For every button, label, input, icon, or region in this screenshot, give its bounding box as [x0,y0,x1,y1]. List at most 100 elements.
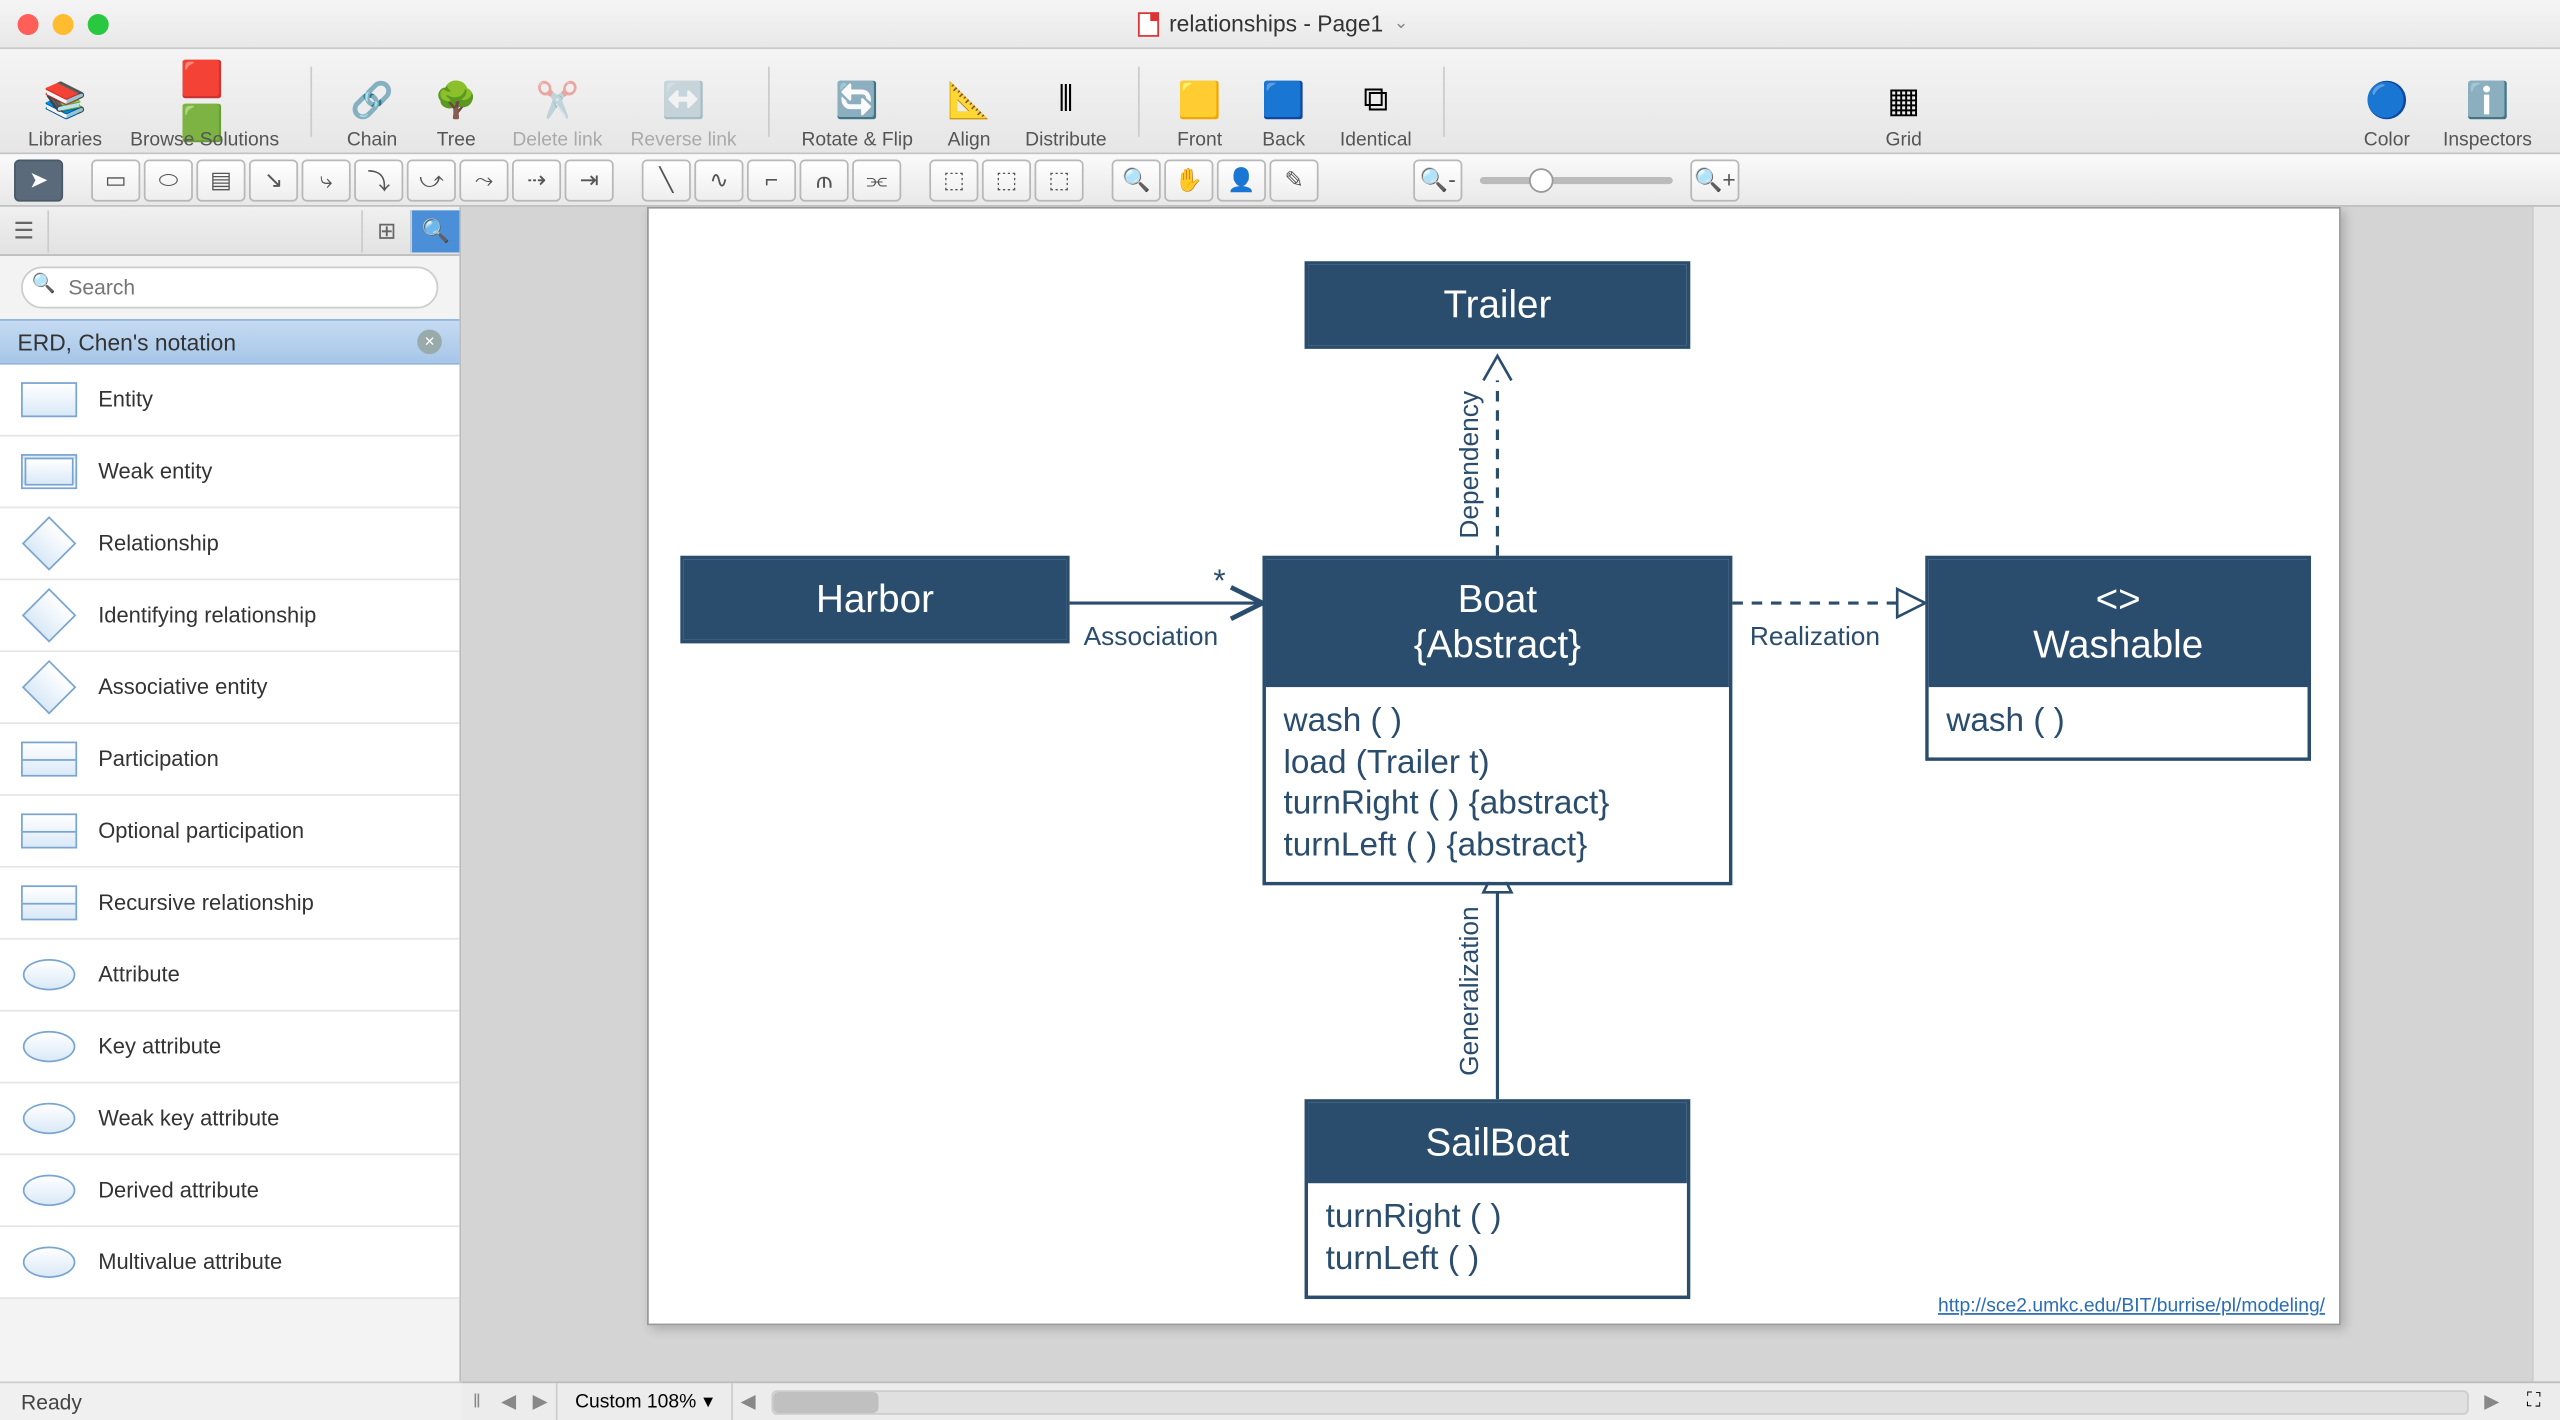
uml-boat[interactable]: Boat{Abstract}wash ( )load (Trailer t)tu… [1262,556,1732,885]
library-item-label: Associative entity [98,675,267,700]
align-button[interactable]: 📐Align [930,52,1007,150]
tools-toolbar: ➤ ▭ ⬭ ▤ ↘ ⤷ ⤵ ⤻ ⤳ ⇢ ⇥ ╲ ∿ ⌐ ⫙ ⫘ ⬚ ⬚ ⬚ 🔍 … [0,154,2560,207]
rotate-flip-button[interactable]: 🔄Rotate & Flip [791,52,924,150]
library-item-label: Multivalue attribute [98,1250,282,1275]
credit-link[interactable]: http://sce2.umkc.edu/BIT/burrise/pl/mode… [1938,1296,2325,1317]
title-dropdown-icon[interactable]: ⌄ [1394,14,1409,33]
minimize-window-button[interactable] [53,13,74,34]
grid-button[interactable]: ▦Grid [1865,52,1942,150]
library-item[interactable]: Multivalue attribute [0,1227,459,1299]
uml-washable[interactable]: <>Washablewash ( ) [1925,556,2311,760]
page-next-icon[interactable]: ▶ [524,1386,556,1418]
uml-methods: wash ( ) [1929,687,2308,757]
eyedropper-tool[interactable]: ✎ [1269,159,1318,201]
zoom-in-button[interactable]: 🔍+ [1690,159,1739,201]
line-tool-2[interactable]: ∿ [694,159,743,201]
line-tool-1[interactable]: ╲ [642,159,691,201]
crop-tool[interactable]: 👤 [1217,159,1266,201]
connector-tool-7[interactable]: ⇥ [565,159,614,201]
side-view-grid-icon[interactable]: ⊞ [361,209,410,251]
uml-sailboat[interactable]: SailBoatturnRight ( )turnLeft ( ) [1305,1099,1691,1299]
main-toolbar: 📚Libraries 🟥🟩Browse Solutions 🔗Chain 🌳Tr… [0,49,2560,154]
text-tool[interactable]: ▤ [196,159,245,201]
edit-tool-1[interactable]: ⬚ [929,159,978,201]
front-button[interactable]: 🟨Front [1161,52,1238,150]
edit-tool-2[interactable]: ⬚ [982,159,1031,201]
line-tool-4[interactable]: ⫙ [800,159,849,201]
library-item[interactable]: Weak entity [0,437,459,509]
library-item[interactable]: Attribute [0,940,459,1012]
page-pause-icon[interactable]: ‖ [461,1386,493,1418]
uml-harbor[interactable]: Harbor [680,556,1069,644]
side-view-list-icon[interactable]: ☰ [0,209,49,251]
zoom-slider[interactable] [1480,176,1673,183]
pointer-tool[interactable]: ➤ [14,159,63,201]
zoom-out-button[interactable]: 🔍- [1413,159,1462,201]
horizontal-scrollbar[interactable] [771,1389,2469,1414]
line-tool-3[interactable]: ⌐ [747,159,796,201]
search-input[interactable] [21,266,438,308]
connector-tool-1[interactable]: ↘ [249,159,298,201]
rect-tool[interactable]: ▭ [91,159,140,201]
library-item-label: Entity [98,387,153,412]
library-item[interactable]: Entity [0,365,459,437]
uml-trailer[interactable]: Trailer [1305,261,1691,349]
identical-button[interactable]: ⧉Identical [1329,52,1422,150]
pan-tool[interactable]: ✋ [1164,159,1213,201]
hscroll-right-icon[interactable]: ▶ [2476,1386,2508,1418]
library-item-label: Optional participation [98,819,304,844]
close-window-button[interactable] [18,13,39,34]
connector-tool-2[interactable]: ⤷ [302,159,351,201]
browse-solutions-button[interactable]: 🟥🟩Browse Solutions [120,52,290,150]
tree-button[interactable]: 🌳Tree [418,52,495,150]
library-item[interactable]: Optional participation [0,796,459,868]
connector-tool-4[interactable]: ⤻ [407,159,456,201]
library-item-label: Participation [98,747,219,772]
edit-tool-3[interactable]: ⬚ [1035,159,1084,201]
inspectors-button[interactable]: ℹ️Inspectors [2432,52,2542,150]
zoom-window-button[interactable] [88,13,109,34]
vertical-scrollbar[interactable] [2532,207,2560,1382]
chain-button[interactable]: 🔗Chain [333,52,410,150]
distribute-button[interactable]: ⫴Distribute [1015,52,1118,150]
window-controls [18,13,109,34]
hscroll-left-icon[interactable]: ◀ [732,1386,764,1418]
line-tool-5[interactable]: ⫘ [852,159,901,201]
uml-title: Harbor [684,559,1066,640]
fit-view-icon[interactable]: ⛶ [2507,1390,2560,1413]
zoom-tool[interactable]: 🔍 [1112,159,1161,201]
ellipse-tool[interactable]: ⬭ [144,159,193,201]
library-close-icon[interactable]: × [417,330,442,355]
canvas[interactable]: Association * Dependency Realization Gen… [461,207,2560,1382]
library-item-label: Derived attribute [98,1178,259,1203]
status-ready: Ready [21,1389,82,1414]
library-header[interactable]: ERD, Chen's notation × [0,319,459,365]
page-prev-icon[interactable]: ◀ [493,1386,525,1418]
titlebar: relationships - Page1 ⌄ [0,0,2560,49]
connector-tool-3[interactable]: ⤵ [354,159,403,201]
library-item[interactable]: Identifying relationship [0,580,459,652]
uml-title: Trailer [1308,265,1687,346]
side-view-search-icon[interactable]: 🔍 [410,209,459,251]
library-item[interactable]: Weak key attribute [0,1083,459,1155]
connector-tool-6[interactable]: ⇢ [512,159,561,201]
back-button[interactable]: 🟦Back [1245,52,1322,150]
connector-tool-5[interactable]: ⤳ [459,159,508,201]
library-item-label: Relationship [98,531,219,556]
libraries-button[interactable]: 📚Libraries [18,52,113,150]
library-item[interactable]: Participation [0,724,459,796]
library-item[interactable]: Key attribute [0,1012,459,1084]
library-item[interactable]: Derived attribute [0,1155,459,1227]
sidebar: ☰ ⊞ 🔍 ERD, Chen's notation × Entity Weak … [0,207,461,1382]
library-item[interactable]: Relationship [0,508,459,580]
library-item[interactable]: Associative entity [0,652,459,724]
paper[interactable]: Association * Dependency Realization Gen… [647,207,2341,1325]
color-button[interactable]: 🔵Color [2348,52,2425,150]
delete-link-button: ✂️Delete link [502,52,613,150]
uml-title: SailBoat [1308,1103,1687,1184]
document-icon [1138,11,1159,36]
generalization-label: Generalization [1455,906,1485,1076]
library-item[interactable]: Recursive relationship [0,868,459,940]
zoom-readout[interactable]: Custom 108%▾ [556,1383,732,1420]
uml-title: <>Washable [1929,559,2308,687]
